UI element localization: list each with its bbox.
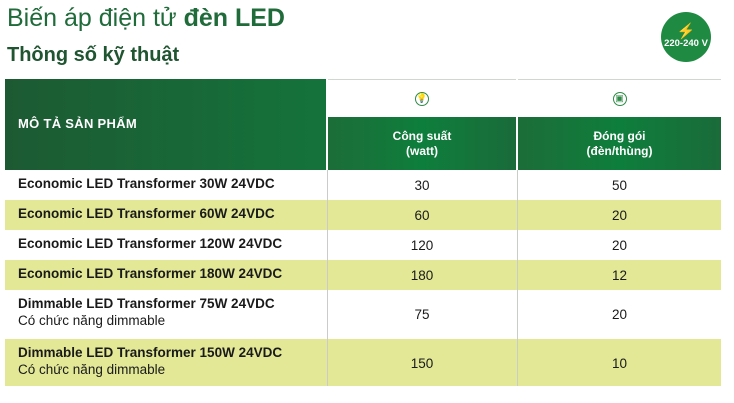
table-header: MÔ TẢ SẢN PHẨM 💡 Công suất (watt) ▣ Đóng… [5,79,721,170]
package-box-icon: ▣ [612,91,627,106]
header-description-label: MÔ TẢ SẢN PHẨM [18,116,138,131]
page-subtitle: Thông số kỹ thuật [7,44,180,66]
title-regular: Biến áp điện tử [7,4,177,32]
lightning-bolt-icon: ⚡ [676,23,696,40]
table-body: Economic LED Transformer 30W 24VDC 30 50… [5,170,721,386]
power-value: 60 [414,208,430,223]
header-description-cell: MÔ TẢ SẢN PHẨM [5,79,326,170]
pack-value: 20 [611,208,628,223]
title-bold: đèn LED [183,4,285,32]
product-name: Dimmable LED Transformer 150W 24VDC Có c… [18,345,283,377]
product-note: Có chức năng dimmable [18,313,166,328]
pack-unit: (đèn/thùng) [586,143,653,158]
page-title: Biến áp điện tử đèn LED [7,4,285,33]
light-bulb-icon: 💡 [415,91,429,106]
product-name: Economic LED Transformer 30W 24VDC [18,176,275,191]
power-value: 75 [414,307,430,322]
table-row: Economic LED Transformer 180W 24VDC 180 … [5,260,721,290]
pack-value: 50 [611,178,628,193]
table-row: Economic LED Transformer 30W 24VDC 30 50 [5,170,721,200]
product-name: Economic LED Transformer 60W 24VDC [18,206,275,221]
table-row: Economic LED Transformer 120W 24VDC 120 … [5,230,721,260]
product-note: Có chức năng dimmable [18,362,166,377]
column-divider [517,170,518,386]
product-name: Economic LED Transformer 180W 24VDC [18,266,283,281]
pack-value: 20 [611,238,628,253]
column-divider [327,170,328,386]
pack-value: 20 [611,307,628,322]
product-name: Dimmable LED Transformer 75W 24VDC Có ch… [18,296,275,328]
product-name: Economic LED Transformer 120W 24VDC [18,236,283,251]
power-value: 150 [410,356,434,371]
power-value: 120 [410,238,434,253]
table-row: Economic LED Transformer 60W 24VDC 60 20 [5,200,721,230]
header-pack-column: ▣ Đóng gói (đèn/thùng) [518,79,721,170]
pack-label: Đóng gói [593,128,646,143]
voltage-badge: ⚡ 220-240 V [661,12,711,62]
power-unit: (watt) [406,143,438,158]
voltage-text: 220-240 V [664,38,708,49]
pack-value: 10 [611,356,628,371]
power-value: 180 [410,268,434,283]
power-label: Công suất [392,128,452,143]
table-row: Dimmable LED Transformer 75W 24VDC Có ch… [5,290,721,339]
power-value: 30 [414,178,430,193]
pack-value: 12 [611,268,628,283]
header-power-column: 💡 Công suất (watt) [328,79,516,170]
table-row: Dimmable LED Transformer 150W 24VDC Có c… [5,339,721,386]
